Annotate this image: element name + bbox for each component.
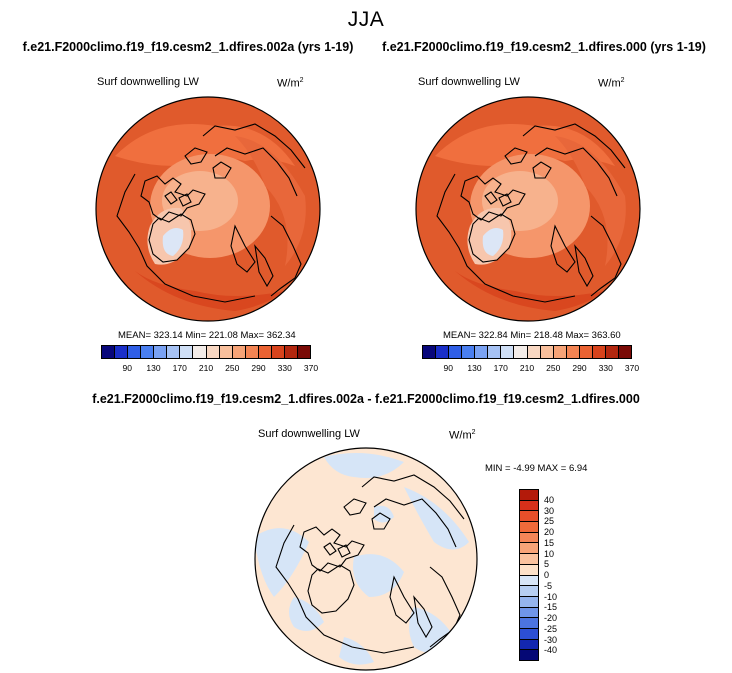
- colorbar-tick-label: -30: [544, 634, 558, 645]
- colorbar-swatch: [462, 346, 476, 358]
- colorbar-swatch: [520, 618, 538, 629]
- diff-stats: MIN = -4.99 MAX = 6.94: [485, 463, 588, 474]
- colorbar-swatch: [102, 346, 116, 358]
- panel-1-case-title: f.e21.F2000climo.f19_f19.cesm2_1.dfires.…: [22, 40, 354, 54]
- colorbar-tick-label: 210: [519, 363, 535, 373]
- colorbar-tick-label: 15: [544, 537, 555, 548]
- colorbar-tick-label: 40: [544, 494, 555, 505]
- colorbar-swatch: [520, 554, 538, 565]
- colorbar-swatch: [475, 346, 489, 358]
- colorbar-swatch: [488, 346, 502, 358]
- panel-2-units: W/m2: [598, 77, 625, 90]
- colorbar-tick-label: -5: [544, 580, 553, 591]
- diff-colorbar-ticks: 40 30 25 20 15 10 5 0 -5 -10 -15 -20 -25 -30 -40: [544, 489, 574, 661]
- panel-1-stats: MEAN= 323.14 Min= 221.08 Max= 362.34: [118, 330, 296, 341]
- colorbar-swatch: [520, 596, 538, 608]
- colorbar-swatch: [180, 346, 194, 358]
- panel-1-units: W/m2: [277, 77, 304, 90]
- panel-1-polar-map: [95, 96, 321, 322]
- colorbar-swatch: [520, 586, 538, 597]
- colorbar-swatch: [271, 346, 285, 358]
- colorbar-swatch: [520, 490, 538, 501]
- colorbar-tick-label: -25: [544, 623, 558, 634]
- colorbar-swatch: [206, 346, 220, 358]
- colorbar-swatch: [520, 650, 538, 660]
- colorbar-swatch: [141, 346, 155, 358]
- colorbar-swatch: [167, 346, 181, 358]
- colorbar-swatch: [520, 628, 538, 640]
- colorbar-tick-label: 25: [544, 516, 555, 527]
- colorbar-tick-label: 250: [225, 363, 240, 373]
- colorbar-tick-label: -15: [544, 602, 558, 613]
- colorbar-swatch: [520, 543, 538, 555]
- colorbar-swatch: [540, 346, 554, 358]
- colorbar-swatch: [520, 639, 538, 651]
- colorbar-tick-label: 0: [544, 570, 550, 580]
- colorbar-swatch: [154, 346, 168, 358]
- colorbar-swatch: [436, 346, 450, 358]
- colorbar-swatch: [514, 346, 528, 358]
- colorbar-tick-label: 210: [198, 363, 214, 373]
- colorbar-swatch: [284, 346, 298, 358]
- colorbar-tick-label: 330: [277, 363, 292, 373]
- colorbar-swatch: [232, 346, 246, 358]
- colorbar-swatch: [520, 532, 538, 544]
- colorbar-swatch: [520, 575, 538, 587]
- panel-2-case-title: f.e21.F2000climo.f19_f19.cesm2_1.dfires.…: [382, 40, 706, 54]
- colorbar-swatch: [520, 564, 538, 576]
- colorbar-swatch: [520, 607, 538, 619]
- colorbar-tick-label: -10: [544, 591, 558, 602]
- diff-title: f.e21.F2000climo.f19_f19.cesm2_1.dfires.…: [92, 392, 640, 406]
- colorbar-swatch: [258, 346, 272, 358]
- colorbar-swatch: [449, 346, 463, 358]
- colorbar-tick-label: 290: [572, 363, 587, 373]
- panel-1-colorbar: [101, 345, 311, 359]
- colorbar-swatch: [520, 511, 538, 523]
- colorbar-tick-label: -20: [544, 613, 558, 623]
- colorbar-tick-label: 290: [251, 363, 266, 373]
- colorbar-tick-label: 90: [443, 363, 453, 373]
- main-title: JJA: [347, 8, 385, 31]
- colorbar-swatch: [618, 346, 631, 358]
- colorbar-swatch: [566, 346, 580, 358]
- colorbar-swatch: [128, 346, 142, 358]
- diff-units: W/m2: [449, 429, 476, 442]
- panel-2-variable-label: Surf downwelling LW: [418, 76, 520, 88]
- panel-2-stats: MEAN= 322.84 Min= 218.48 Max= 363.60: [443, 330, 621, 341]
- panel-2-polar-map: [415, 96, 641, 322]
- colorbar-tick-label: 370: [303, 363, 319, 373]
- colorbar-swatch: [579, 346, 593, 358]
- colorbar-tick-label: 130: [467, 363, 482, 373]
- panel-2-colorbar: [422, 345, 632, 359]
- colorbar-tick-label: 5: [544, 559, 550, 570]
- colorbar-tick-label: 130: [146, 363, 161, 373]
- colorbar-swatch: [193, 346, 207, 358]
- colorbar-tick-label: 170: [493, 363, 508, 373]
- diff-polar-map: [254, 447, 478, 671]
- colorbar-swatch: [553, 346, 567, 358]
- diff-variable-label: Surf downwelling LW: [258, 428, 360, 440]
- colorbar-swatch: [605, 346, 619, 358]
- colorbar-swatch: [520, 500, 538, 512]
- colorbar-tick-label: 170: [172, 363, 187, 373]
- colorbar-swatch: [219, 346, 233, 358]
- panel-1-variable-label: Surf downwelling LW: [97, 76, 199, 88]
- colorbar-tick-label: 330: [598, 363, 613, 373]
- colorbar-tick-label: 20: [544, 527, 555, 537]
- colorbar-swatch: [520, 522, 538, 533]
- colorbar-tick-label: -40: [544, 645, 558, 656]
- colorbar-tick-label: 90: [122, 363, 132, 373]
- colorbar-tick-label: 250: [546, 363, 561, 373]
- colorbar-swatch: [423, 346, 437, 358]
- colorbar-swatch: [297, 346, 310, 358]
- colorbar-tick-label: 370: [624, 363, 640, 373]
- diff-colorbar: [519, 489, 539, 661]
- colorbar-swatch: [527, 346, 541, 358]
- colorbar-swatch: [245, 346, 259, 358]
- colorbar-swatch: [501, 346, 515, 358]
- colorbar-tick-label: 10: [544, 548, 555, 559]
- colorbar-swatch: [592, 346, 606, 358]
- colorbar-tick-label: 30: [544, 505, 555, 516]
- colorbar-swatch: [115, 346, 129, 358]
